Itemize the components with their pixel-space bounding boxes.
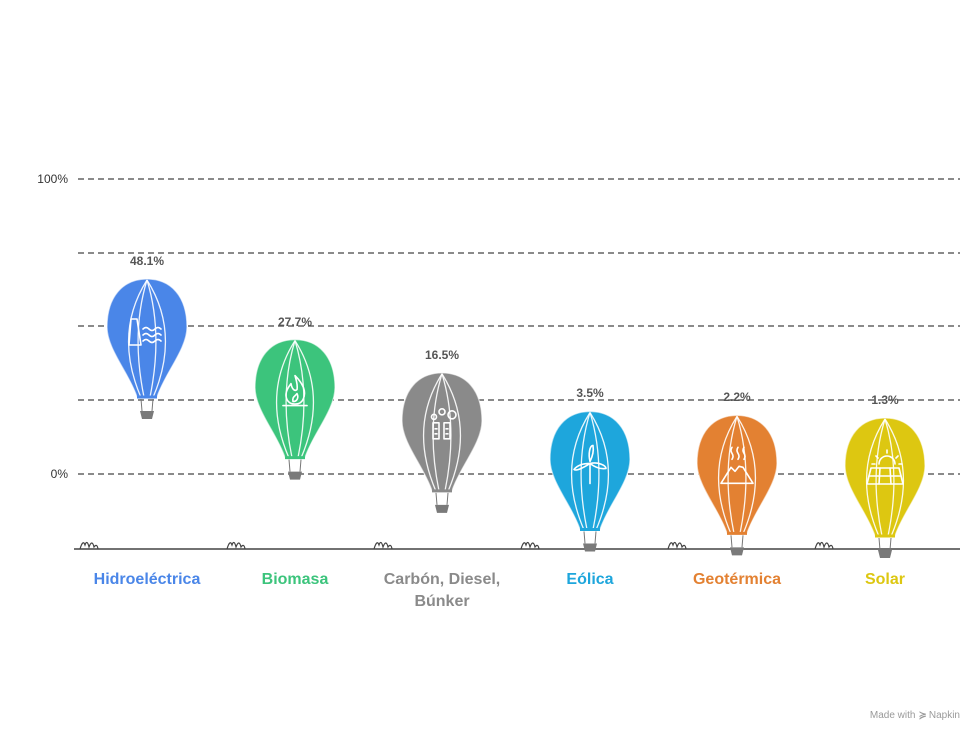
balloon-basket bbox=[583, 543, 597, 552]
value-label-0: 48.1% bbox=[129, 254, 165, 268]
rope-left bbox=[583, 531, 586, 544]
balloon-seam-0 bbox=[717, 415, 738, 534]
rope-right bbox=[446, 492, 449, 505]
balloon-eolica bbox=[549, 410, 631, 552]
grass-tuft-1 bbox=[226, 541, 246, 550]
volcano-icon bbox=[720, 446, 754, 485]
wind-turbine-icon bbox=[573, 444, 607, 485]
balloon-outline bbox=[254, 338, 336, 459]
balloon-outline bbox=[106, 278, 188, 398]
napkin-logo-icon: ≽ bbox=[918, 710, 927, 721]
balloon-outline bbox=[696, 414, 778, 534]
category-label-biomasa: Biomasa bbox=[261, 571, 329, 588]
balloon-seam-0 bbox=[865, 418, 886, 537]
value-label-2: 16.5% bbox=[424, 347, 460, 362]
rope-right bbox=[151, 398, 154, 412]
ground bbox=[74, 541, 960, 550]
balloon-seam-3 bbox=[589, 412, 610, 530]
rope-right bbox=[889, 537, 892, 551]
category-label-hidroelectrica: Hidroeléctrica bbox=[93, 571, 201, 588]
watermark-prefix: Made with bbox=[869, 710, 916, 721]
rope-left bbox=[730, 535, 733, 548]
balloon-seam-3 bbox=[294, 340, 315, 458]
balloon-outline bbox=[401, 372, 483, 492]
rope-left bbox=[140, 398, 143, 412]
balloon-seam-3 bbox=[146, 279, 167, 398]
watermark-brand: Napkin bbox=[928, 710, 960, 721]
grass-tuft-4 bbox=[667, 541, 687, 550]
balloon-basket bbox=[730, 547, 744, 556]
balloon-geotermica bbox=[696, 414, 778, 556]
hydro-dam-icon bbox=[128, 318, 162, 346]
rope-right bbox=[741, 535, 744, 548]
balloon-basket bbox=[435, 504, 449, 513]
grass-tuft-2 bbox=[373, 541, 393, 550]
balloon-seam-2 bbox=[884, 418, 895, 537]
category-label-eolica: Eólica bbox=[566, 571, 614, 588]
balloon-seam-3 bbox=[884, 418, 905, 537]
solar-panel-icon bbox=[866, 449, 904, 485]
balloon-seam-0 bbox=[570, 412, 591, 530]
factory-smoke-icon bbox=[430, 408, 457, 440]
value-label-4: 2.2% bbox=[723, 390, 751, 405]
y-tick-label-1: 0% bbox=[50, 467, 68, 481]
balloon-seam-3 bbox=[441, 373, 462, 492]
balloon-envelope bbox=[107, 279, 187, 397]
balloon-seam-1 bbox=[875, 418, 886, 537]
rope-left bbox=[435, 492, 438, 505]
balloon-seam-1 bbox=[137, 279, 148, 398]
grass-tuft-3 bbox=[520, 541, 540, 550]
value-label-5: 1.3% bbox=[871, 393, 899, 407]
flame-icon bbox=[282, 374, 308, 407]
balloon-envelope bbox=[697, 415, 777, 534]
grass-tuft-5 bbox=[814, 541, 834, 550]
balloon-basket bbox=[878, 550, 892, 558]
rope-left bbox=[878, 537, 881, 551]
grass-tuft-0 bbox=[79, 541, 99, 550]
balloon-outline bbox=[844, 417, 926, 537]
balloon-seam-0 bbox=[127, 279, 148, 398]
napkin-watermark: Made with ≽ Napkin bbox=[870, 710, 960, 721]
value-label-3: 3.5% bbox=[576, 386, 604, 401]
balloon-basket bbox=[140, 411, 154, 419]
balloon-seam-0 bbox=[275, 340, 296, 458]
y-tick-label-0: 100% bbox=[37, 172, 68, 186]
balloon-biomasa bbox=[254, 338, 336, 480]
balloon-basket bbox=[288, 471, 302, 480]
value-label-1: 27.7% bbox=[277, 314, 313, 329]
balloon-outline bbox=[549, 410, 631, 531]
rope-left bbox=[288, 459, 291, 472]
category-label-geotermica: Geotérmica bbox=[692, 571, 782, 588]
balloon-envelope bbox=[255, 339, 335, 458]
category-label-carbon-diesel: Carbón, Diesel, Búnker bbox=[383, 571, 501, 610]
rope-right bbox=[299, 459, 302, 472]
balloon-envelope bbox=[402, 372, 482, 491]
rope-right bbox=[594, 531, 597, 544]
category-label-solar: Solar bbox=[864, 571, 905, 588]
balloon-seam-0 bbox=[422, 373, 443, 492]
balloon-hidroelectrica bbox=[106, 278, 188, 419]
balloon-envelope bbox=[845, 418, 925, 536]
balloon-seam-3 bbox=[736, 415, 757, 534]
balloon-solar bbox=[844, 417, 926, 558]
balloon-seam-2 bbox=[146, 279, 157, 398]
balloon-carbon-diesel bbox=[401, 372, 483, 513]
